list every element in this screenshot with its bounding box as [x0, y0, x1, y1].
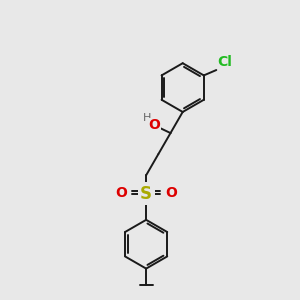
Text: Cl: Cl	[217, 56, 232, 70]
Text: O: O	[148, 118, 160, 132]
Text: S: S	[140, 185, 152, 203]
Text: O: O	[115, 186, 127, 200]
Text: O: O	[166, 186, 177, 200]
Text: H: H	[143, 113, 152, 123]
